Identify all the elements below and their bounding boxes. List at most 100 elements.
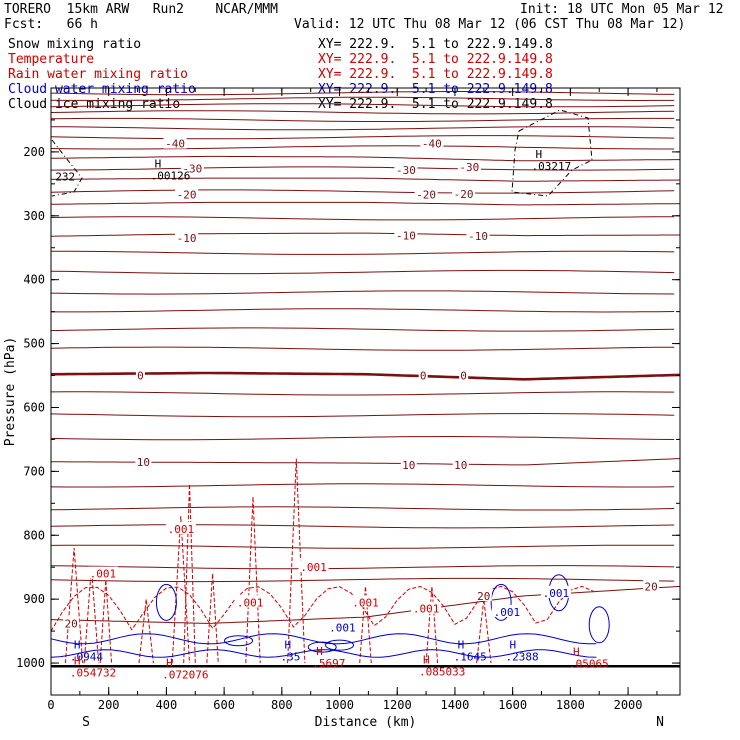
isotherm-minor — [50, 166, 675, 171]
y-tick-label: 300 — [23, 209, 45, 223]
temperature-label-bg — [459, 368, 469, 381]
temperature-label: -10 — [468, 230, 488, 243]
isotherm-minor — [50, 216, 675, 221]
rain-contour — [476, 599, 492, 664]
temperature-label-bg — [163, 136, 187, 149]
maximum-marker: H — [316, 645, 323, 658]
isotherm-line — [51, 458, 681, 466]
cloud-water-label-bg — [491, 604, 522, 617]
model-title: TORERO 15km ARW Run2 NCAR/MMM — [4, 2, 278, 17]
maximum-value: .00126 — [151, 170, 191, 183]
temperature-label-bg — [475, 588, 492, 601]
maximum-value: .072076 — [162, 669, 208, 682]
temperature-label-bg — [135, 368, 145, 381]
cloud-water-label: .001 — [543, 587, 570, 600]
temperature-label: 10 — [402, 459, 415, 472]
temperature-label: -30 — [182, 163, 202, 176]
y-tick-label: 400 — [23, 273, 45, 287]
x-end-label-north: N — [656, 715, 664, 730]
isotherm-minor — [50, 435, 675, 441]
isotherm-minor — [50, 565, 675, 570]
rain-contour — [50, 585, 594, 632]
temperature-label: -40 — [422, 138, 442, 151]
isotherm-minor — [50, 327, 675, 332]
cloud-water-contour — [50, 633, 597, 645]
isotherm-minor — [50, 189, 675, 194]
temperature-label: -10 — [177, 232, 197, 245]
x-tick-label: 800 — [271, 698, 293, 712]
maximum-value: .5697 — [312, 657, 345, 670]
temperature-label: 20 — [65, 617, 78, 630]
cloud-water-label-bg — [540, 585, 571, 598]
maximum-marker: H — [458, 639, 465, 652]
rain-contour — [183, 484, 196, 664]
cloud-ice-contour — [511, 109, 593, 197]
isotherm-minor — [50, 91, 675, 96]
maximum-value: .085033 — [419, 665, 465, 678]
y-axis-label: Pressure (hPa) — [3, 337, 18, 447]
rain-label-bg — [298, 560, 329, 573]
rain-contour — [287, 458, 306, 664]
maximum-marker: H — [155, 158, 162, 171]
temperature-label: 0 — [137, 370, 144, 383]
isotherm-line — [50, 232, 680, 237]
cloud-water-contour — [50, 649, 597, 658]
temperature-label-bg — [420, 136, 444, 149]
valid-time: Valid: 12 UTC Thu 08 Mar 12 (06 CST Thu … — [294, 17, 686, 32]
isotherm-line — [50, 585, 681, 624]
temperature-label-bg — [63, 616, 80, 629]
temperature-label: -30 — [459, 161, 479, 174]
rain-label-bg — [87, 566, 118, 579]
isotherm-minor — [50, 577, 675, 583]
x-tick-label: 400 — [156, 698, 178, 712]
rain-contour — [99, 579, 113, 664]
isotherm-line — [50, 201, 681, 206]
maximum-value: .05065 — [569, 658, 609, 671]
x-end-label-south: S — [82, 715, 90, 730]
temperature-label: 0 — [460, 370, 467, 383]
rain-label-bg — [411, 601, 442, 614]
temperature-label: -30 — [396, 164, 416, 177]
y-tick-label: 500 — [23, 337, 45, 351]
cloud-water-label: .001 — [494, 606, 521, 619]
isotherm-minor — [51, 250, 675, 255]
isotherm-minor — [50, 506, 675, 511]
rain-label: .001 — [90, 568, 117, 581]
isotherm-minor — [50, 126, 675, 131]
maximum-marker: H — [284, 639, 291, 652]
cloud-water-contour — [224, 635, 254, 647]
rain-label: .001 — [413, 603, 440, 616]
rain-contour — [245, 496, 261, 664]
x-tick-label: 1600 — [498, 698, 527, 712]
isotherm-minor — [50, 135, 675, 140]
maximum-marker: H — [510, 639, 517, 652]
field-cloudice-xy: XY= 222.9. 5.1 to 222.9.149.8 — [318, 97, 553, 112]
rain-label: .001 — [352, 596, 379, 609]
isotherm-minor — [50, 110, 675, 115]
isotherm-minor — [51, 308, 675, 313]
x-tick-label: 2000 — [614, 698, 643, 712]
isotherm-minor — [50, 96, 675, 102]
cloud-water-contour — [490, 583, 512, 621]
isotherm-minor — [50, 391, 675, 396]
temperature-label: -20 — [177, 189, 197, 202]
temperature-label: -10 — [396, 230, 416, 243]
temperature-label: -20 — [416, 189, 436, 202]
temperature-label: 0 — [420, 370, 427, 383]
isotherm-minor — [50, 117, 675, 122]
y-tick-label: 1000 — [16, 656, 45, 670]
y-tick-label: 900 — [23, 592, 45, 606]
cloud-water-label-bg — [327, 620, 358, 633]
x-tick-label: 1400 — [440, 698, 469, 712]
temperature-label-bg — [466, 229, 490, 242]
isotherm-line — [50, 177, 681, 182]
isotherm-minor — [50, 103, 675, 108]
rain-contour — [138, 599, 154, 664]
y-tick-label: 200 — [23, 145, 45, 159]
field-rain-xy: XY= 222.9. 5.1 to 222.9.149.8 — [318, 67, 553, 82]
rain-label-bg — [235, 595, 266, 608]
isotherm-minor — [50, 412, 675, 418]
cloud-water-contour — [307, 641, 337, 653]
temperature-label-bg — [180, 161, 204, 174]
